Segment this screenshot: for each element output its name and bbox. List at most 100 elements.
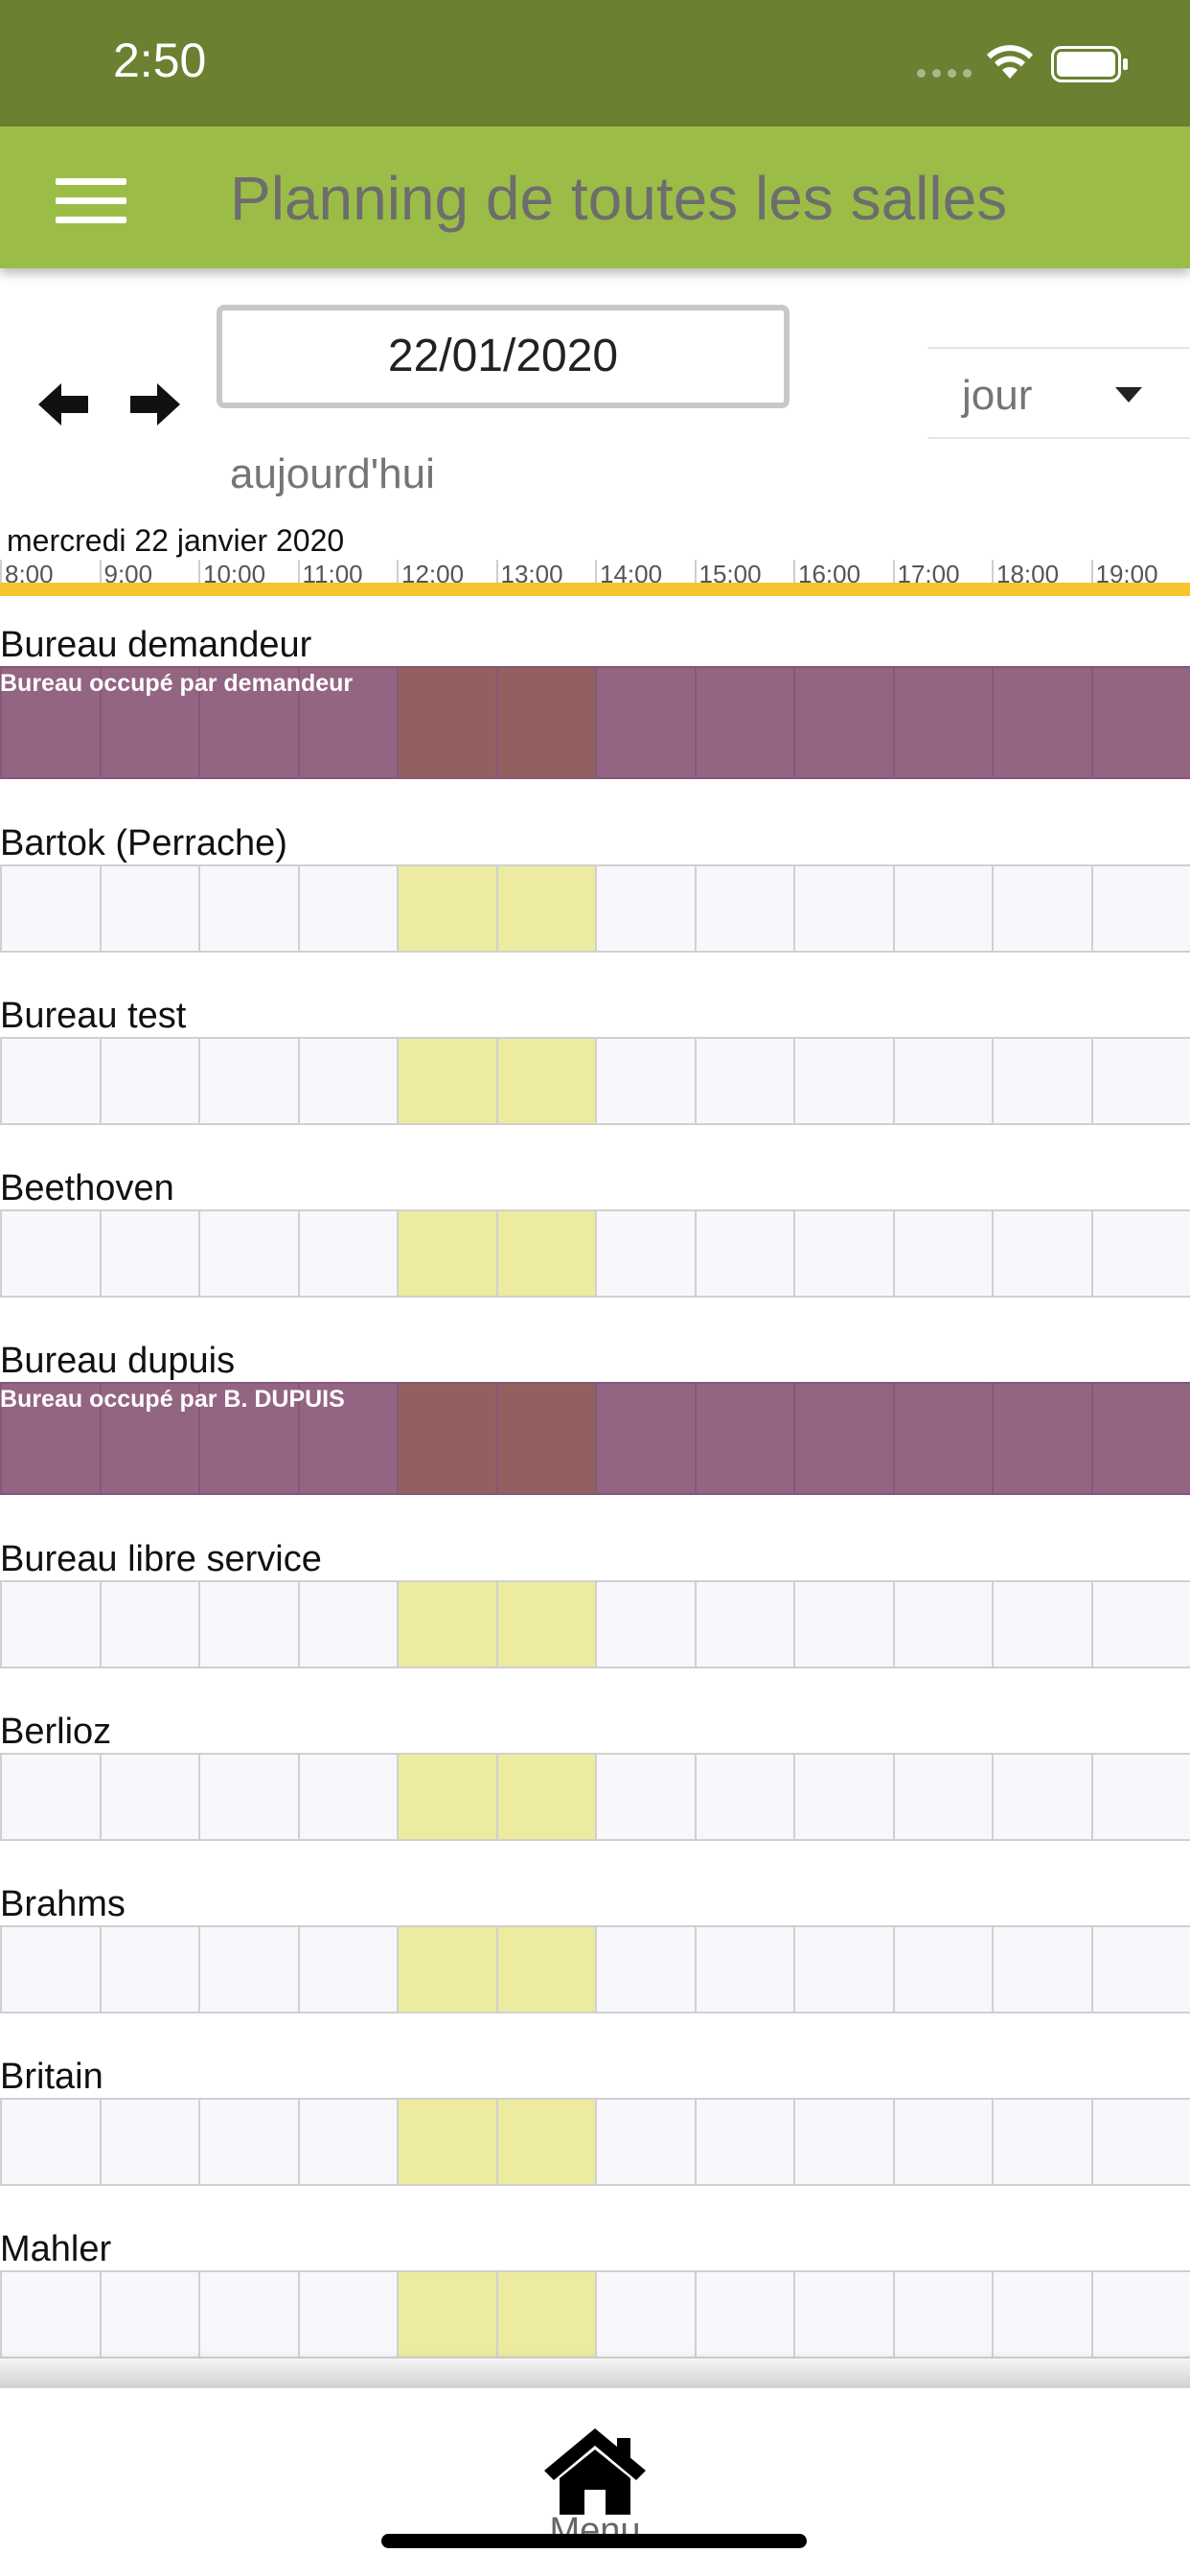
time-slot-cell[interactable] <box>793 2270 893 2358</box>
time-slot-cell[interactable] <box>297 2270 397 2358</box>
time-slot-cell[interactable] <box>992 666 1091 779</box>
time-slot-cell[interactable] <box>297 1382 397 1495</box>
time-slot-cell[interactable] <box>495 1209 595 1298</box>
time-slot-cell[interactable] <box>992 1753 1091 1841</box>
time-slot-cell[interactable] <box>0 2098 100 2186</box>
time-slot-cell[interactable] <box>0 1925 100 2013</box>
time-slot-cell[interactable] <box>1090 1382 1190 1495</box>
time-slot-cell[interactable] <box>297 1580 397 1668</box>
time-slot-cell[interactable] <box>694 1925 793 2013</box>
time-slot-cell[interactable] <box>793 864 893 953</box>
time-slot-cell[interactable] <box>1090 1753 1190 1841</box>
time-slot-cell[interactable] <box>694 1037 793 1125</box>
time-slot-cell[interactable] <box>495 1753 595 1841</box>
time-slot-cell[interactable] <box>595 1382 695 1495</box>
time-slot-cell[interactable] <box>0 1753 100 1841</box>
time-slot-cell[interactable] <box>397 2270 496 2358</box>
booking-label[interactable]: Bureau occupé par B. DUPUIS <box>0 1386 345 1413</box>
time-slot-cell[interactable] <box>793 2098 893 2186</box>
time-slot-cell[interactable] <box>1090 1925 1190 2013</box>
time-slot-cell[interactable] <box>694 2098 793 2186</box>
time-slot-cell[interactable] <box>892 2098 992 2186</box>
time-slot-cell[interactable] <box>992 2098 1091 2186</box>
time-slot-cell[interactable] <box>198 1580 298 1668</box>
time-slot-cell[interactable] <box>495 1580 595 1668</box>
time-slot-cell[interactable] <box>892 1580 992 1668</box>
time-slot-cell[interactable] <box>198 1037 298 1125</box>
view-select[interactable]: jour <box>927 347 1190 439</box>
time-slot-cell[interactable] <box>694 1580 793 1668</box>
time-slot-cell[interactable] <box>397 1925 496 2013</box>
time-slot-cell[interactable] <box>198 1209 298 1298</box>
time-slot-cell[interactable] <box>0 1209 100 1298</box>
time-slot-cell[interactable] <box>992 1580 1091 1668</box>
time-slot-cell[interactable] <box>495 2270 595 2358</box>
time-slot-cell[interactable] <box>694 864 793 953</box>
time-slot-cell[interactable] <box>694 1209 793 1298</box>
time-slot-cell[interactable] <box>892 2270 992 2358</box>
booking-label[interactable]: Bureau occupé par demandeur <box>0 670 354 697</box>
time-slot-cell[interactable] <box>0 1382 100 1495</box>
time-slot-cell[interactable] <box>0 864 100 953</box>
time-slot-cell[interactable] <box>99 1037 198 1125</box>
time-slot-cell[interactable] <box>793 1209 893 1298</box>
time-slot-cell[interactable] <box>595 1925 695 2013</box>
time-slot-cell[interactable] <box>198 1382 298 1495</box>
time-slot-cell[interactable] <box>595 1580 695 1668</box>
time-slot-cell[interactable] <box>992 1037 1091 1125</box>
time-slot-cell[interactable] <box>595 864 695 953</box>
time-slot-cell[interactable] <box>495 864 595 953</box>
time-slot-cell[interactable] <box>297 1037 397 1125</box>
time-slot-cell[interactable] <box>297 1753 397 1841</box>
time-slot-cell[interactable] <box>1090 2270 1190 2358</box>
time-slot-cell[interactable] <box>595 2270 695 2358</box>
time-slot-cell[interactable] <box>495 1925 595 2013</box>
time-slot-cell[interactable] <box>198 666 298 779</box>
time-slot-cell[interactable] <box>198 2098 298 2186</box>
time-slot-cell[interactable] <box>297 666 397 779</box>
time-slot-cell[interactable] <box>99 1753 198 1841</box>
time-slot-cell[interactable] <box>992 1925 1091 2013</box>
time-slot-cell[interactable] <box>99 1925 198 2013</box>
time-slot-cell[interactable] <box>99 1209 198 1298</box>
time-slot-cell[interactable] <box>992 1209 1091 1298</box>
time-slot-cell[interactable] <box>793 1382 893 1495</box>
time-slot-cell[interactable] <box>793 1925 893 2013</box>
time-slot-cell[interactable] <box>595 666 695 779</box>
time-slot-cell[interactable] <box>892 1753 992 1841</box>
time-slot-cell[interactable] <box>1090 2098 1190 2186</box>
time-slot-cell[interactable] <box>495 1037 595 1125</box>
time-slot-cell[interactable] <box>99 2098 198 2186</box>
time-slot-cell[interactable] <box>397 864 496 953</box>
time-slot-cell[interactable] <box>1090 1037 1190 1125</box>
home-icon[interactable] <box>542 2425 648 2517</box>
time-slot-cell[interactable] <box>793 666 893 779</box>
previous-arrow-icon[interactable] <box>36 380 90 429</box>
time-slot-cell[interactable] <box>892 1382 992 1495</box>
time-slot-cell[interactable] <box>297 1925 397 2013</box>
time-slot-cell[interactable] <box>99 864 198 953</box>
time-slot-cell[interactable] <box>198 2270 298 2358</box>
time-slot-cell[interactable] <box>1090 1580 1190 1668</box>
hamburger-menu-icon[interactable] <box>56 178 126 224</box>
time-slot-cell[interactable] <box>0 1580 100 1668</box>
time-slot-cell[interactable] <box>892 1037 992 1125</box>
time-slot-cell[interactable] <box>793 1580 893 1668</box>
time-slot-cell[interactable] <box>992 1382 1091 1495</box>
time-slot-cell[interactable] <box>397 1037 496 1125</box>
time-slot-cell[interactable] <box>793 1037 893 1125</box>
time-slot-cell[interactable] <box>992 864 1091 953</box>
time-slot-cell[interactable] <box>892 1925 992 2013</box>
time-slot-cell[interactable] <box>198 1753 298 1841</box>
time-slot-cell[interactable] <box>595 1037 695 1125</box>
time-slot-cell[interactable] <box>397 1209 496 1298</box>
time-slot-cell[interactable] <box>793 1753 893 1841</box>
time-slot-cell[interactable] <box>694 1753 793 1841</box>
time-slot-cell[interactable] <box>1090 666 1190 779</box>
time-slot-cell[interactable] <box>892 1209 992 1298</box>
time-slot-cell[interactable] <box>99 1580 198 1668</box>
time-slot-cell[interactable] <box>99 1382 198 1495</box>
time-slot-cell[interactable] <box>297 1209 397 1298</box>
time-slot-cell[interactable] <box>198 864 298 953</box>
time-slot-cell[interactable] <box>495 1382 595 1495</box>
